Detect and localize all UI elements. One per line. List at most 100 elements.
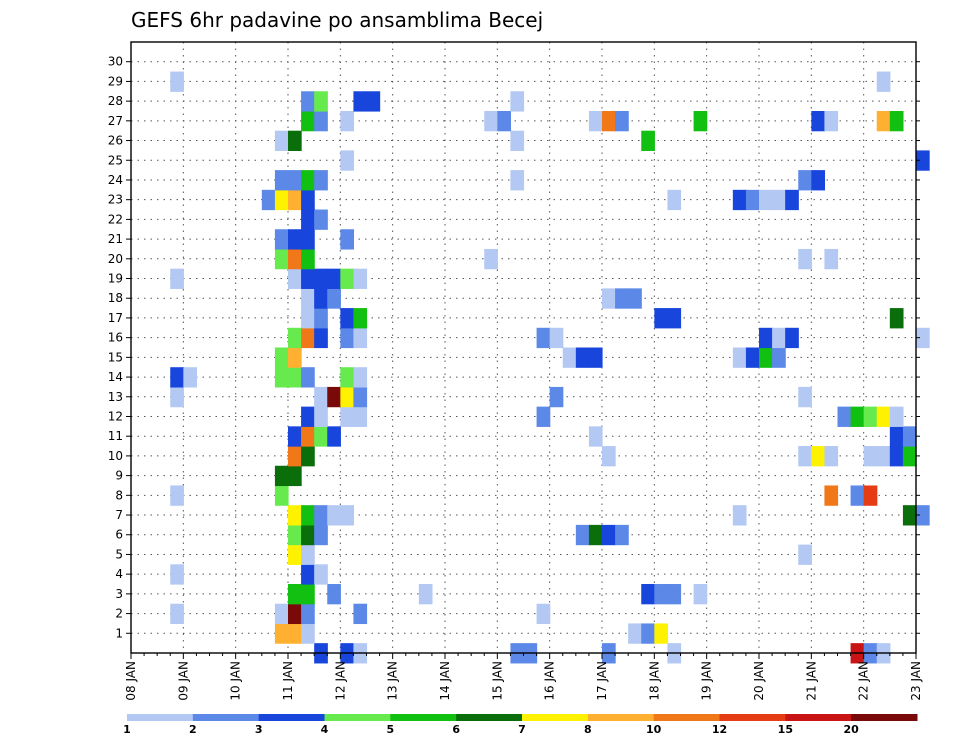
x-axis: 08 JAN 09 JAN 10 JAN 11 JAN 12 JAN 13 JAN 14 J… <box>124 653 923 701</box>
colorbar-segment <box>785 714 852 721</box>
precip-cell <box>301 544 315 565</box>
precip-cell <box>745 347 760 368</box>
precip-cell <box>327 288 341 309</box>
precip-cell <box>288 248 302 270</box>
precip-cell <box>314 268 328 289</box>
precip-cell <box>170 603 184 625</box>
precip-cell <box>510 170 525 191</box>
precip-cell <box>889 426 904 447</box>
x-tick-label: 19 JAN <box>700 661 714 701</box>
precip-cell <box>837 406 852 427</box>
precip-cell <box>301 524 315 546</box>
precip-cell <box>785 327 799 349</box>
y-tick-label: 25 <box>108 153 123 167</box>
precip-cell <box>288 446 302 467</box>
precip-cell <box>798 248 812 270</box>
precip-cell <box>301 446 315 467</box>
precip-cell <box>876 446 891 467</box>
precip-cell <box>170 386 184 408</box>
precip-cell <box>288 584 302 605</box>
precip-cell <box>274 465 289 487</box>
precip-cell <box>301 189 315 211</box>
y-tick-label: 14 <box>108 370 123 384</box>
y-tick-label: 26 <box>108 134 123 148</box>
y-tick-label: 22 <box>108 212 123 226</box>
x-tick-label: 20 JAN <box>752 661 766 701</box>
precip-cell <box>314 209 328 230</box>
precip-cell <box>301 288 315 309</box>
precip-cell <box>876 406 891 427</box>
x-tick-label: 15 JAN <box>490 661 504 701</box>
precip-cell <box>301 209 315 230</box>
colorbar-segment <box>653 714 720 721</box>
precip-cell <box>288 524 302 546</box>
precip-cell <box>353 268 368 289</box>
precip-cell <box>811 170 826 191</box>
precip-cell <box>811 110 826 132</box>
precip-cell <box>824 248 839 270</box>
precip-cell <box>327 584 341 605</box>
precip-cell <box>340 308 355 329</box>
precip-cell <box>301 91 315 112</box>
colorbar-label: 15 <box>778 723 793 736</box>
precip-cell <box>353 367 368 388</box>
precip-cell <box>759 327 773 349</box>
precip-cell <box>602 110 616 132</box>
precip-cell <box>340 150 355 171</box>
precip-cell <box>288 544 302 565</box>
precip-cell <box>732 189 747 211</box>
precip-cell <box>301 584 315 605</box>
precip-cell <box>314 327 328 349</box>
precip-cell <box>536 406 551 427</box>
colorbar-label: 8 <box>584 723 592 736</box>
precip-cell <box>274 170 289 191</box>
precip-cell <box>902 426 917 447</box>
precip-cell <box>889 406 904 427</box>
precip-cell <box>615 524 629 546</box>
precip-cell <box>301 268 315 289</box>
precip-cell <box>170 485 184 506</box>
precip-cell <box>575 347 590 368</box>
precip-cell <box>602 524 616 546</box>
precip-cell <box>916 505 930 526</box>
precip-cell <box>288 170 302 191</box>
precip-cell <box>628 288 642 309</box>
precip-cell <box>863 406 878 427</box>
precip-cell <box>902 505 917 526</box>
y-tick-label: 15 <box>108 350 123 364</box>
precip-cell <box>641 623 655 644</box>
precip-cell <box>759 347 773 368</box>
y-tick-label: 9 <box>115 469 123 483</box>
precip-cell <box>772 347 786 368</box>
y-tick-label: 5 <box>115 547 123 561</box>
x-tick-label: 11 JAN <box>281 661 295 701</box>
precip-cell <box>732 505 747 526</box>
precip-cell <box>575 524 590 546</box>
precip-cell <box>536 603 551 625</box>
precip-cell <box>288 229 302 250</box>
precip-cell <box>667 584 682 605</box>
precip-cell <box>288 505 302 526</box>
x-tick-label: 10 JAN <box>229 661 243 701</box>
y-tick-label: 23 <box>108 193 123 207</box>
precip-cell <box>261 189 276 211</box>
y-tick-label: 11 <box>108 429 123 443</box>
precip-cell <box>588 110 603 132</box>
precip-cell <box>340 268 355 289</box>
precip-cell <box>772 327 786 349</box>
precip-cell <box>785 189 799 211</box>
precip-cell <box>288 268 302 289</box>
y-tick-label: 7 <box>115 508 123 522</box>
precip-cell <box>288 347 302 368</box>
colorbar-label: 10 <box>646 723 662 736</box>
y-tick-label: 17 <box>108 311 123 325</box>
precip-cell <box>340 327 355 349</box>
precip-cell <box>759 189 773 211</box>
precip-cell <box>628 623 642 644</box>
colorbar-segment <box>127 714 194 721</box>
precip-cell <box>301 603 315 625</box>
precip-cell <box>916 150 930 171</box>
precip-cell <box>889 110 904 132</box>
precip-cell <box>667 189 682 211</box>
